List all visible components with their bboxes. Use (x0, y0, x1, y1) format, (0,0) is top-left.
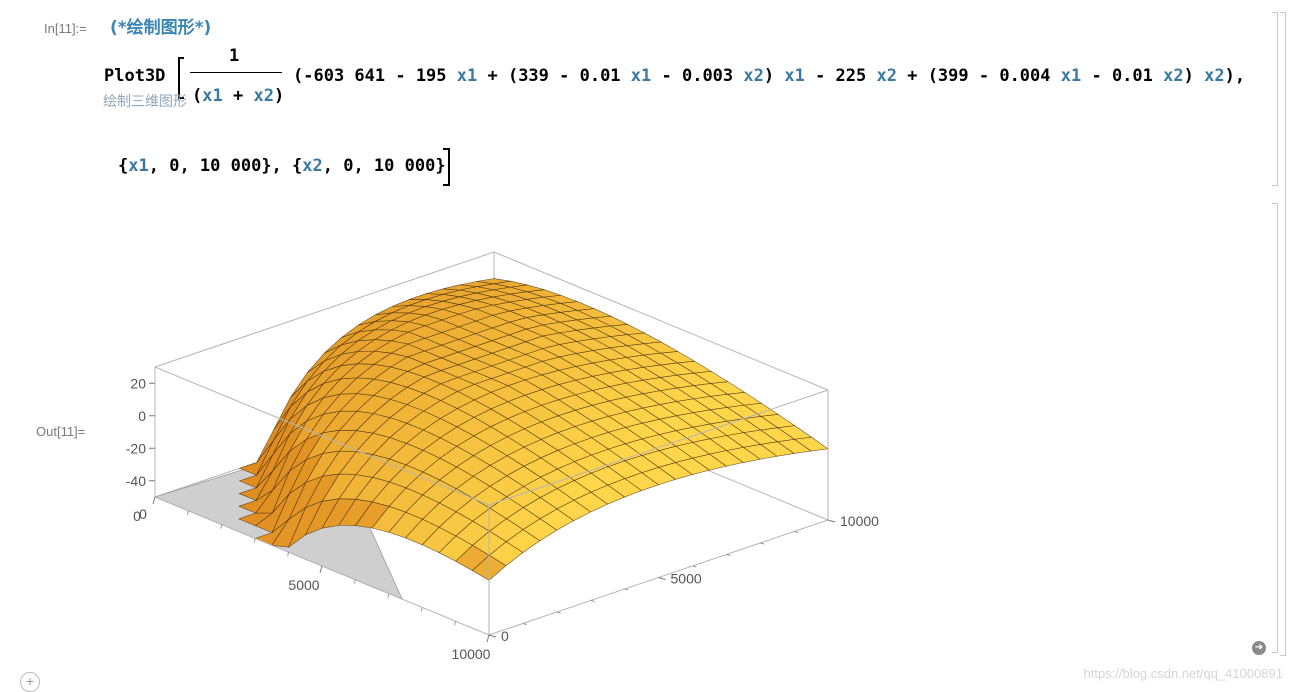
x1-tick-label: 5000 (288, 577, 319, 593)
z-tick-label: -40 (126, 473, 146, 489)
input-label: In[11]:= (44, 21, 87, 36)
x2-origin-label: 0 (139, 506, 147, 522)
axis-ticks: 20 0 -20 -40 0 5000 10000 0 5000 10000 0 (126, 375, 879, 662)
x1-minor-tick (387, 593, 390, 598)
x2-tick-label: 10000 (840, 513, 879, 529)
x2-minor-tick (760, 542, 765, 545)
x1-tick-label: 0 (133, 508, 141, 524)
watermark: https://blog.csdn.net/qq_41000891 (1083, 666, 1284, 681)
expression[interactable]: (-603 641 - 195 x1 + (339 - 0.01 x1 - 0.… (293, 66, 1246, 86)
close-bracket (448, 148, 450, 186)
code-comment[interactable]: (*绘制图形*) (110, 18, 212, 38)
x1-minor-tick (220, 524, 223, 529)
x1-minor-tick (253, 538, 256, 543)
z-tick-label: -20 (126, 440, 146, 456)
input-cell-bracket[interactable] (1272, 12, 1278, 186)
surface-patch (477, 278, 511, 284)
z-tick-label: 0 (138, 408, 146, 424)
z-tick-label: 20 (130, 375, 146, 391)
fraction-denominator[interactable]: (x1 + x2) (192, 86, 285, 106)
open-bracket-bottom (178, 97, 184, 99)
x2-minor-tick (624, 588, 629, 591)
output-cell-bracket[interactable] (1272, 203, 1278, 653)
open-bracket (178, 57, 180, 99)
group-cell-bracket[interactable] (1280, 12, 1286, 656)
x1-minor-tick (287, 552, 290, 557)
box-edge (154, 366, 490, 506)
x1-tick (152, 496, 156, 505)
add-cell-button[interactable]: + (20, 672, 40, 692)
x2-minor-tick (692, 565, 697, 568)
x2-tick (488, 634, 497, 638)
x2-tick (827, 519, 836, 523)
next-arrow-icon[interactable]: ➜ (1252, 641, 1266, 655)
output-label: Out[11]= (36, 424, 86, 439)
close-bracket-bottom (443, 184, 449, 186)
x2-minor-tick (793, 531, 799, 533)
x2-minor-tick (522, 623, 528, 625)
fraction-numerator[interactable]: 1 (229, 46, 240, 66)
x2-tick (658, 577, 666, 580)
x2-minor-tick (556, 611, 561, 614)
x2-tick-label: 5000 (671, 571, 702, 587)
box-edge (493, 251, 829, 391)
x1-tick-label: 10000 (452, 646, 491, 662)
x1-minor-tick (420, 607, 423, 612)
x1-minor-tick (454, 621, 457, 626)
range-spec[interactable]: {x1, 0, 10 000}, {x2, 0, 10 000} (118, 156, 446, 176)
box-edge (154, 251, 495, 368)
surface-mesh (237, 278, 829, 581)
box-edge (488, 389, 829, 506)
x1-minor-tick (353, 579, 356, 584)
fraction-bar (190, 72, 282, 73)
open-bracket-top (178, 57, 184, 59)
x2-minor-tick (590, 600, 595, 602)
x1-tick (486, 634, 490, 643)
func-name[interactable]: Plot3D (104, 66, 166, 86)
x2-tick-label: 0 (501, 628, 509, 644)
close-bracket-top (443, 148, 449, 150)
x1-minor-tick (186, 510, 189, 515)
x1-tick (319, 565, 323, 574)
input-hint: 绘制三维图形 (103, 94, 187, 110)
x2-minor-tick (726, 554, 731, 556)
